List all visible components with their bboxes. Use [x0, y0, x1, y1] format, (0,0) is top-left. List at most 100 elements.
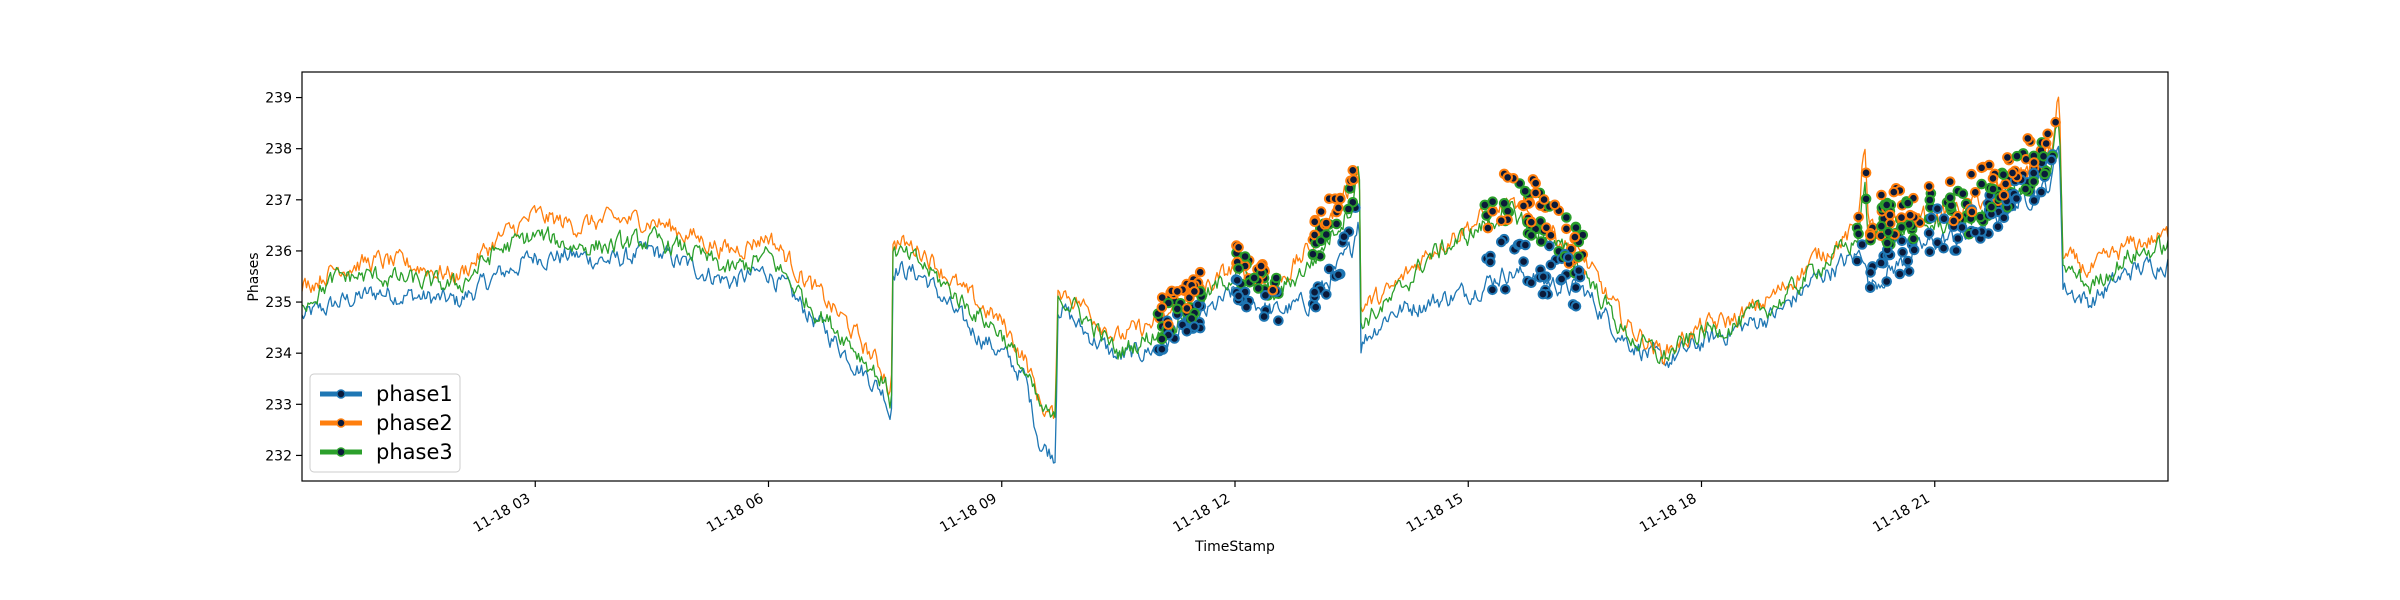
anomaly-point [1876, 220, 1887, 232]
anomaly-point [1343, 203, 1354, 215]
anomaly-point [1876, 189, 1887, 201]
anomaly-point [1338, 231, 1350, 242]
anomaly-point [1885, 218, 1896, 229]
x-tick-label: 11-18 03 [471, 491, 534, 536]
anomaly-point [1569, 231, 1581, 243]
legend-marker-phase3 [336, 447, 346, 457]
y-axis: 232 233 234 235 236 237 238 239 [265, 91, 302, 464]
anomaly-point [1853, 228, 1864, 240]
anomaly-point [1538, 194, 1550, 205]
legend-label-phase1: phase1 [376, 382, 453, 406]
anomaly-point [2040, 138, 2052, 149]
anomaly-point [1241, 301, 1252, 313]
y-tick-label: 233 [265, 397, 292, 413]
y-tick-label: 239 [265, 91, 292, 107]
anomaly-point [2011, 150, 2023, 162]
anomaly-point [1853, 211, 1864, 223]
anomaly-point [1545, 230, 1557, 241]
anomaly-point [1189, 321, 1200, 332]
anomaly-point [1998, 169, 2009, 180]
anomaly-point [1309, 229, 1320, 241]
anomaly-point [2028, 167, 2039, 179]
anomaly-point [1896, 222, 1907, 233]
anomaly-point [1882, 237, 1893, 249]
anomaly-point [1239, 251, 1251, 262]
anomaly-point [1538, 271, 1549, 283]
anomaly-point [1987, 173, 1999, 184]
anomaly-point [2046, 154, 2057, 166]
anomaly-point [1924, 246, 1936, 257]
anomaly-point [1894, 268, 1906, 280]
anomaly-point [1856, 239, 1868, 250]
anomaly-point [1904, 209, 1916, 221]
anomaly-point [1987, 183, 1999, 195]
anomaly-point [1986, 201, 1997, 213]
anomaly-point [1500, 284, 1511, 295]
anomaly-point [1944, 176, 1956, 187]
anomaly-point [1851, 255, 1863, 267]
anomaly-point [1976, 162, 1987, 174]
anomaly-point [1970, 187, 1981, 198]
anomaly-point [1233, 263, 1244, 274]
anomaly-point [1335, 193, 1346, 205]
anomaly-point [1348, 174, 1359, 185]
anomaly-point [1518, 200, 1529, 212]
anomaly-point [1570, 222, 1582, 233]
y-tick-label: 236 [265, 244, 292, 260]
anomaly-point [1181, 326, 1193, 337]
x-axis-label: TimeStamp [1194, 539, 1275, 555]
anomaly-point [2050, 116, 2061, 128]
anomaly-point [1896, 235, 1908, 247]
anomaly-point [1526, 216, 1537, 228]
x-tick-label: 11-18 09 [937, 491, 1000, 536]
x-tick-label: 11-18 12 [1170, 491, 1233, 536]
anomaly-point [1952, 233, 1964, 244]
anomaly-point [1881, 199, 1892, 211]
anomaly-point [2042, 128, 2053, 140]
anomaly-point [1938, 213, 1950, 224]
anomaly-point [1273, 315, 1284, 327]
anomaly-point [1520, 239, 1531, 251]
anomaly-point [2028, 157, 2040, 168]
anomaly-point [1908, 233, 1919, 245]
anomaly-point [1956, 222, 1968, 233]
anomaly-point [1333, 269, 1344, 281]
x-tick-label: 11-18 18 [1637, 491, 1700, 536]
anomaly-point [1998, 189, 2010, 201]
anomaly-point [1883, 226, 1894, 238]
anomaly-point [1526, 230, 1537, 241]
anomaly-point [1938, 242, 1949, 254]
y-tick-label: 238 [265, 142, 292, 158]
legend-label-phase3: phase3 [376, 440, 453, 464]
anomaly-point [1992, 221, 2004, 232]
anomaly-point [1926, 212, 1937, 224]
y-axis-label: Phases [246, 252, 262, 301]
anomaly-point [1530, 177, 1541, 189]
anomaly-point [1347, 165, 1359, 176]
anomaly-point [1924, 194, 1936, 206]
anomaly-point [1884, 209, 1896, 221]
anomaly-point [2000, 178, 2011, 190]
anomaly-point [2007, 167, 2018, 179]
anomaly-point [2022, 133, 2034, 144]
marker-layer [1152, 116, 2061, 357]
anomaly-point [1561, 223, 1572, 235]
anomaly-point [1487, 284, 1498, 296]
anomaly-point [1888, 186, 1900, 198]
anomaly-point [1570, 282, 1582, 293]
anomaly-point [1932, 203, 1943, 214]
anomaly-point [1321, 229, 1332, 240]
anomaly-point [1267, 284, 1279, 296]
anomaly-point [2036, 186, 2047, 198]
anomaly-point [1541, 222, 1552, 233]
anomaly-point [1537, 288, 1549, 300]
anomaly-point [1487, 206, 1498, 217]
anomaly-point [1485, 256, 1496, 268]
anomaly-point [1181, 303, 1193, 314]
anomaly-point [1331, 218, 1342, 230]
anomaly-point [1194, 266, 1206, 278]
anomaly-point [1545, 259, 1557, 271]
anomaly-point [1903, 266, 1915, 277]
anomaly-point [1519, 185, 1531, 197]
